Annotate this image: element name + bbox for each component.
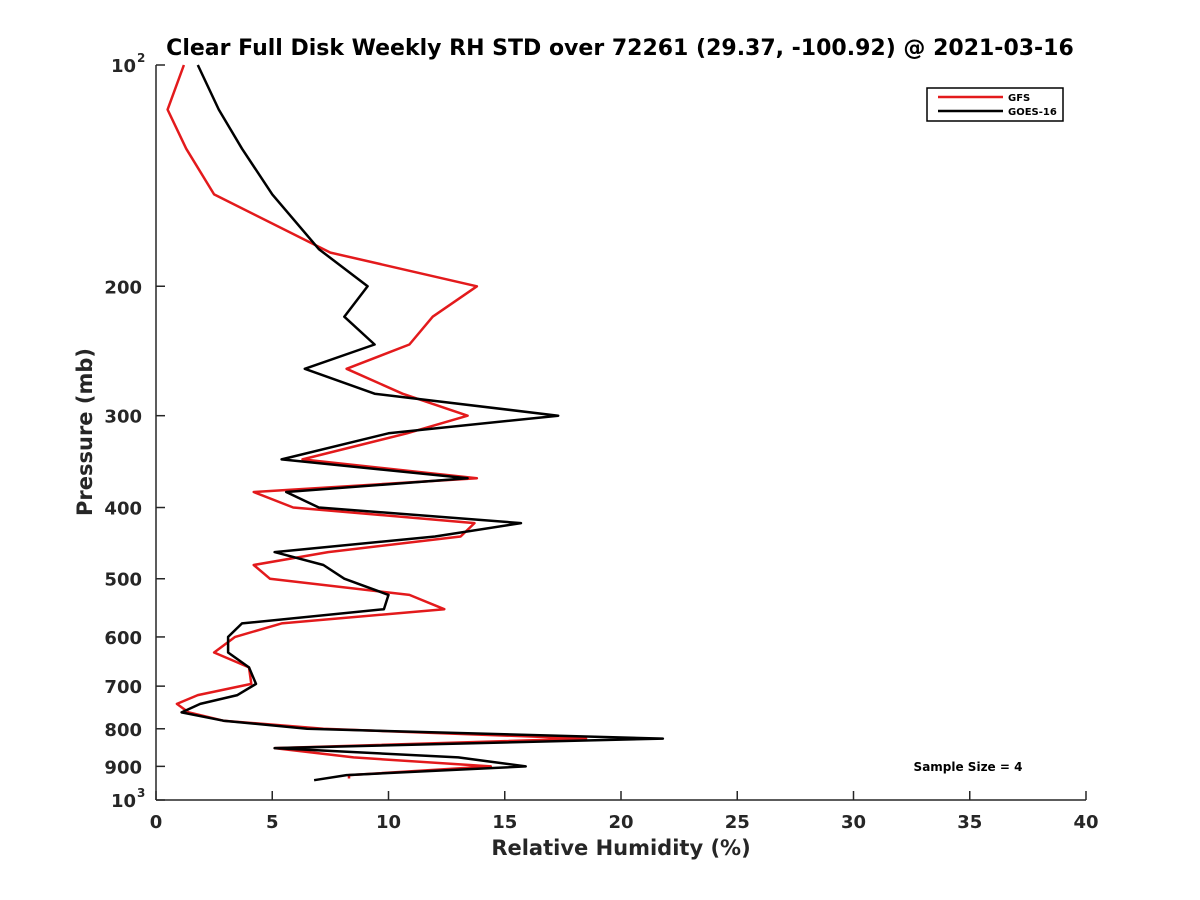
y-tick-label: 800: [104, 720, 142, 741]
x-ticks: 0 5 10 15 20 25 30 35 40: [150, 791, 1099, 833]
x-tick-label: 10: [376, 812, 401, 833]
y-tick-exponent: 2: [137, 51, 145, 65]
y-tick-label: 400: [104, 499, 142, 520]
y-tick-label: 200: [104, 277, 142, 298]
x-axis-label: Relative Humidity (%): [491, 836, 750, 860]
y-tick-label: 300: [104, 407, 142, 428]
y-tick-label: 10: [111, 56, 136, 77]
chart-title: Clear Full Disk Weekly RH STD over 72261…: [166, 36, 1074, 61]
x-tick-label: 15: [492, 812, 517, 833]
legend: GFS GOES-16: [926, 87, 1064, 122]
y-tick-label: 500: [104, 570, 142, 591]
x-tick-label: 25: [725, 812, 750, 833]
series-layer: [166, 64, 665, 782]
legend-label-goes16: GOES-16: [1008, 107, 1057, 118]
y-tick-exponent: 3: [137, 786, 145, 800]
sample-size-annotation: Sample Size = 4: [914, 760, 1023, 774]
y-tick-label: 600: [104, 628, 142, 649]
y-tick-label: 900: [104, 757, 142, 778]
x-tick-label: 40: [1073, 812, 1098, 833]
legend-box: [926, 87, 1064, 122]
plot-area: [156, 65, 1086, 800]
x-tick-label: 0: [150, 812, 163, 833]
x-tick-label: 35: [957, 812, 982, 833]
x-tick-label: 20: [608, 812, 633, 833]
x-tick-label: 5: [266, 812, 279, 833]
series-line-goes16: [180, 64, 665, 782]
y-tick-label: 10: [111, 791, 136, 812]
y-axis-label: Pressure (mb): [73, 348, 97, 516]
y-tick-label: 700: [104, 677, 142, 698]
x-tick-label: 30: [841, 812, 866, 833]
legend-label-gfs: GFS: [1008, 93, 1030, 104]
